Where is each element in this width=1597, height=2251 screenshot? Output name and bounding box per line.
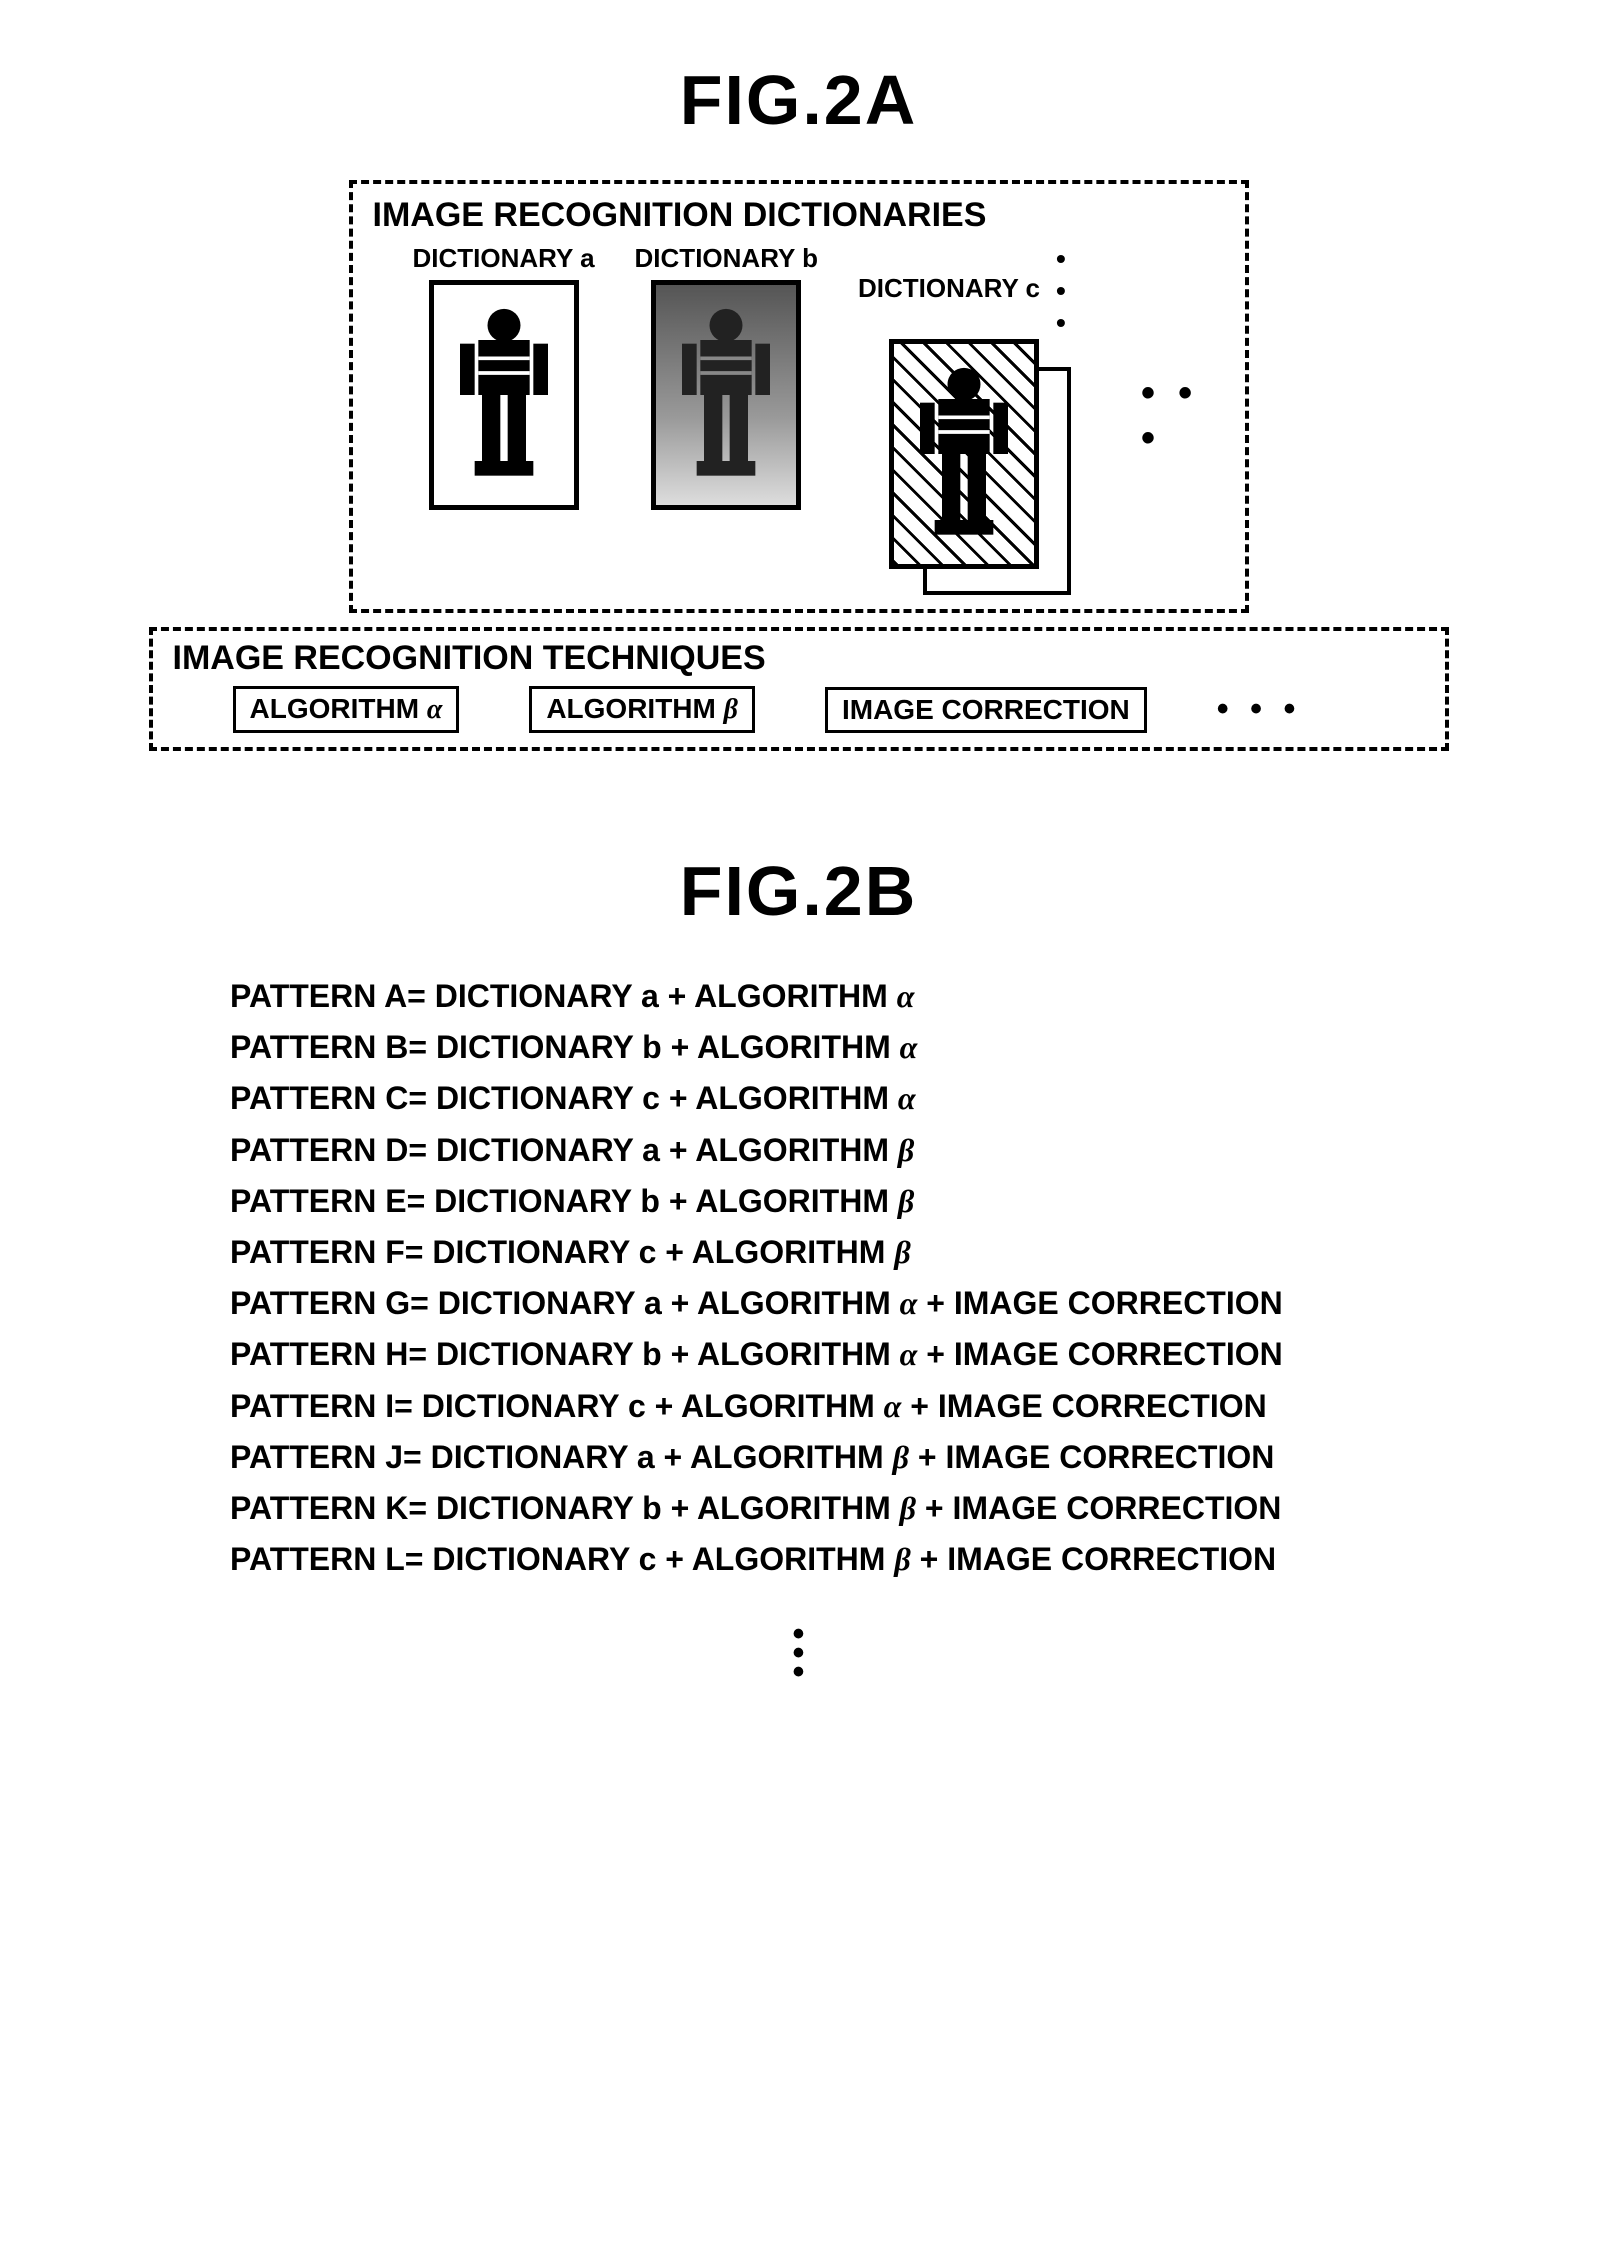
dictionary-b-card — [651, 280, 801, 510]
techniques-label: IMAGE RECOGNITION TECHNIQUES — [173, 639, 1425, 678]
pattern-line: PATTERN K= DICTIONARY b + ALGORITHM β + … — [230, 1483, 1537, 1534]
fig2b-title: FIG.2B — [60, 851, 1537, 931]
pattern-line: PATTERN H= DICTIONARY b + ALGORITHM α + … — [230, 1329, 1537, 1380]
dictionary-c-label: DICTIONARY c — [858, 273, 1040, 304]
dictionary-c-stack — [889, 339, 1059, 589]
pattern-line: PATTERN F= DICTIONARY c + ALGORITHM β — [230, 1227, 1537, 1278]
person-icon — [909, 359, 1019, 549]
image-correction-box: IMAGE CORRECTION — [825, 687, 1147, 733]
top-ellipsis-icon: • • • — [1056, 243, 1091, 339]
pattern-line: PATTERN A= DICTIONARY a + ALGORITHM α — [230, 971, 1537, 1022]
pattern-line: PATTERN E= DICTIONARY b + ALGORITHM β — [230, 1176, 1537, 1227]
pattern-line: PATTERN J= DICTIONARY a + ALGORITHM β + … — [230, 1432, 1537, 1483]
dictionary-a-label: DICTIONARY a — [413, 243, 595, 274]
pattern-line: PATTERN D= DICTIONARY a + ALGORITHM β — [230, 1125, 1537, 1176]
pattern-line: PATTERN C= DICTIONARY c + ALGORITHM α — [230, 1073, 1537, 1124]
dictionary-c-card — [889, 339, 1039, 569]
dictionaries-ellipsis-icon: • • • — [1141, 371, 1225, 461]
pattern-line: PATTERN G= DICTIONARY a + ALGORITHM α + … — [230, 1278, 1537, 1329]
fig2a-title: FIG.2A — [60, 60, 1537, 140]
person-icon — [671, 300, 781, 490]
dictionary-b-label: DICTIONARY b — [635, 243, 818, 274]
dictionary-c: DICTIONARY c • • • — [858, 243, 1091, 589]
pattern-line: PATTERN B= DICTIONARY b + ALGORITHM α — [230, 1022, 1537, 1073]
dictionaries-box: IMAGE RECOGNITION DICTIONARIES DICTIONAR… — [349, 180, 1249, 613]
vertical-ellipsis-icon: ••• — [60, 1625, 1537, 1681]
person-icon — [449, 300, 559, 490]
algorithm-beta-box: ALGORITHM β — [529, 686, 755, 733]
pattern-line: PATTERN L= DICTIONARY c + ALGORITHM β + … — [230, 1534, 1537, 1585]
techniques-row: ALGORITHM α ALGORITHM β IMAGE CORRECTION… — [173, 686, 1425, 733]
techniques-box: IMAGE RECOGNITION TECHNIQUES ALGORITHM α… — [149, 627, 1449, 751]
dictionaries-label: IMAGE RECOGNITION DICTIONARIES — [373, 196, 1225, 235]
patterns-list: PATTERN A= DICTIONARY a + ALGORITHM αPAT… — [230, 971, 1537, 1585]
dictionary-a-card — [429, 280, 579, 510]
dictionary-b: DICTIONARY b — [635, 243, 818, 510]
dictionaries-row: DICTIONARY a DICTIONARY b — [373, 243, 1225, 589]
dictionary-a: DICTIONARY a — [413, 243, 595, 510]
algorithm-alpha-box: ALGORITHM α — [233, 686, 460, 733]
techniques-ellipsis-icon: • • • — [1217, 690, 1302, 729]
pattern-line: PATTERN I= DICTIONARY c + ALGORITHM α + … — [230, 1381, 1537, 1432]
